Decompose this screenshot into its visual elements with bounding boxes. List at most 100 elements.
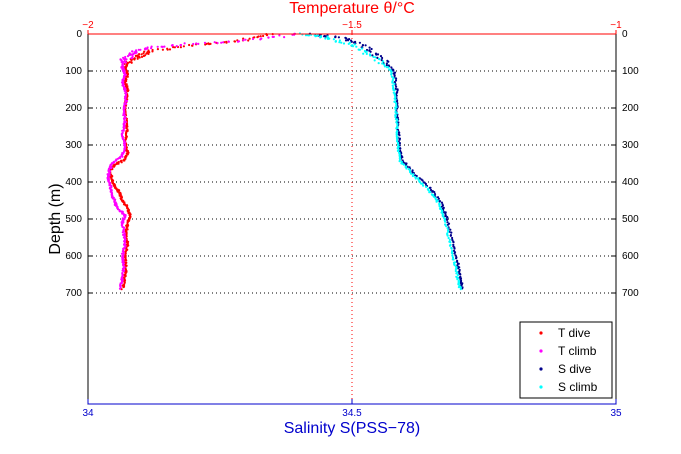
point bbox=[383, 65, 386, 68]
point bbox=[385, 64, 388, 67]
y-tick-label-left: 600 bbox=[65, 251, 82, 262]
point bbox=[124, 55, 127, 59]
point bbox=[395, 85, 398, 88]
point bbox=[160, 45, 163, 48]
point bbox=[244, 38, 247, 41]
point bbox=[130, 61, 133, 64]
point bbox=[121, 129, 124, 132]
point bbox=[147, 52, 150, 56]
point bbox=[362, 52, 365, 55]
point bbox=[122, 264, 125, 267]
point bbox=[122, 270, 125, 273]
point bbox=[121, 231, 124, 234]
point bbox=[126, 245, 129, 248]
legend-marker bbox=[539, 331, 543, 335]
point bbox=[140, 55, 144, 59]
point bbox=[450, 231, 453, 234]
point bbox=[130, 57, 133, 60]
point bbox=[112, 184, 115, 187]
point bbox=[179, 44, 182, 47]
point bbox=[451, 250, 454, 253]
point bbox=[392, 77, 395, 80]
point bbox=[372, 55, 375, 59]
point bbox=[272, 35, 275, 39]
point bbox=[355, 45, 358, 48]
point bbox=[451, 256, 455, 259]
point bbox=[454, 254, 457, 257]
y-tick-label-left: 0 bbox=[76, 29, 82, 40]
point bbox=[392, 69, 395, 72]
point bbox=[444, 215, 447, 218]
y-tick-label-left: 700 bbox=[65, 288, 82, 299]
series-s-climb bbox=[298, 32, 462, 291]
point bbox=[124, 157, 127, 160]
point bbox=[393, 89, 396, 92]
point bbox=[396, 112, 399, 115]
point bbox=[449, 234, 452, 237]
point bbox=[396, 140, 399, 143]
point bbox=[220, 41, 223, 44]
point bbox=[444, 223, 447, 226]
point bbox=[451, 252, 454, 255]
point bbox=[358, 41, 361, 44]
point bbox=[136, 57, 139, 60]
point bbox=[397, 143, 400, 146]
point bbox=[446, 234, 449, 237]
point bbox=[122, 159, 125, 162]
point bbox=[334, 40, 337, 43]
point bbox=[207, 42, 210, 45]
point bbox=[452, 241, 455, 244]
point bbox=[124, 61, 127, 64]
point bbox=[377, 62, 380, 65]
point bbox=[456, 278, 459, 281]
point bbox=[394, 115, 397, 119]
legend-marker bbox=[539, 367, 543, 371]
point bbox=[424, 182, 427, 186]
point bbox=[124, 252, 127, 255]
axes: 0 0 100 100 200 200 300 300 400 400 500 500 600 600 70… bbox=[65, 20, 639, 419]
point bbox=[222, 41, 225, 44]
point bbox=[121, 210, 124, 213]
top-tick-label: −2 bbox=[82, 20, 94, 31]
point bbox=[396, 149, 399, 152]
point bbox=[151, 50, 154, 53]
point bbox=[369, 50, 372, 53]
point bbox=[125, 270, 128, 273]
point bbox=[421, 179, 424, 182]
point bbox=[381, 56, 384, 60]
point bbox=[456, 260, 459, 263]
top-tick-label: −1.5 bbox=[342, 20, 362, 31]
point bbox=[387, 66, 390, 69]
point bbox=[454, 269, 457, 273]
point bbox=[344, 36, 347, 39]
point bbox=[422, 184, 425, 187]
point bbox=[123, 201, 126, 204]
point bbox=[227, 40, 230, 43]
point bbox=[447, 230, 450, 233]
point bbox=[133, 52, 137, 55]
point bbox=[451, 238, 454, 241]
point bbox=[357, 48, 360, 51]
point bbox=[440, 201, 443, 204]
point bbox=[452, 258, 455, 261]
point bbox=[119, 193, 122, 196]
point bbox=[353, 43, 356, 46]
point bbox=[122, 285, 125, 289]
y-tick-label-right: 500 bbox=[622, 214, 639, 225]
point bbox=[118, 189, 121, 192]
legend: T dive T climb S dive S climb bbox=[519, 321, 613, 399]
y-tick-label-right: 300 bbox=[622, 140, 639, 151]
point bbox=[143, 50, 146, 53]
point bbox=[398, 138, 401, 141]
point bbox=[381, 62, 384, 65]
point bbox=[307, 34, 310, 37]
point bbox=[121, 155, 124, 158]
point bbox=[122, 267, 125, 270]
point bbox=[148, 51, 151, 54]
point bbox=[133, 58, 136, 61]
point bbox=[396, 89, 399, 92]
point bbox=[115, 159, 118, 162]
point bbox=[350, 40, 353, 43]
point bbox=[391, 84, 394, 87]
point bbox=[142, 54, 145, 58]
